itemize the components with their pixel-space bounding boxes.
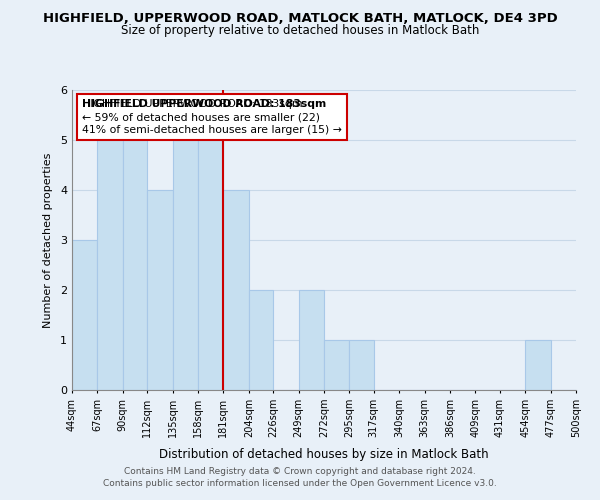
Text: Contains public sector information licensed under the Open Government Licence v3: Contains public sector information licen… bbox=[103, 478, 497, 488]
Bar bbox=[72, 240, 97, 390]
Text: HIGHFIELD UPPERWOOD ROAD: 183sqm: HIGHFIELD UPPERWOOD ROAD: 183sqm bbox=[82, 99, 326, 109]
Bar bbox=[147, 190, 173, 390]
Y-axis label: Number of detached properties: Number of detached properties bbox=[43, 152, 53, 328]
Bar bbox=[97, 140, 123, 390]
Text: HIGHFIELD UPPERWOOD ROAD: 183sqm
← 59% of detached houses are smaller (22)
41% o: HIGHFIELD UPPERWOOD ROAD: 183sqm ← 59% o… bbox=[82, 99, 342, 136]
Bar bbox=[223, 190, 249, 390]
X-axis label: Distribution of detached houses by size in Matlock Bath: Distribution of detached houses by size … bbox=[159, 448, 489, 461]
Text: HIGHFIELD, UPPERWOOD ROAD, MATLOCK BATH, MATLOCK, DE4 3PD: HIGHFIELD, UPPERWOOD ROAD, MATLOCK BATH,… bbox=[43, 12, 557, 26]
Bar bbox=[525, 340, 551, 390]
Bar bbox=[123, 140, 147, 390]
Bar bbox=[349, 340, 374, 390]
Bar bbox=[173, 140, 198, 390]
Text: Contains HM Land Registry data © Crown copyright and database right 2024.: Contains HM Land Registry data © Crown c… bbox=[124, 467, 476, 476]
Bar bbox=[198, 140, 223, 390]
Bar bbox=[299, 290, 324, 390]
Bar bbox=[324, 340, 349, 390]
Bar bbox=[249, 290, 273, 390]
Text: Size of property relative to detached houses in Matlock Bath: Size of property relative to detached ho… bbox=[121, 24, 479, 37]
